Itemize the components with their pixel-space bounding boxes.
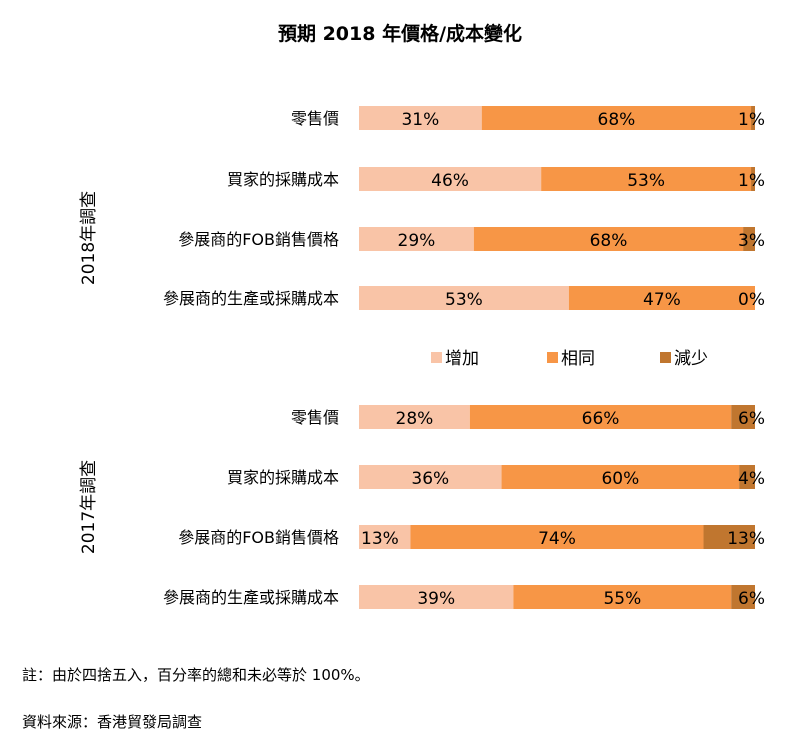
category-label: 參展商的FOB銷售價格 [178, 528, 339, 547]
data-label: 68% [590, 231, 628, 251]
bar-segment [359, 167, 542, 191]
category-label: 參展商的生產或採購成本 [163, 289, 339, 308]
data-label: 6% [738, 589, 765, 609]
data-label: 31% [401, 110, 439, 130]
data-label: 6% [738, 409, 765, 429]
category-label: 買家的採購成本 [227, 170, 339, 189]
bar-segment [513, 585, 732, 609]
bar-segment [359, 465, 502, 489]
data-label: 0% [738, 290, 765, 310]
data-label: 28% [396, 409, 434, 429]
data-label: 53% [627, 171, 665, 191]
bars-layer: 31% 68% 1% 46% 53% 1% 29% 68% 3% 53% 47% 0% 28% 66% 6%… [359, 106, 765, 609]
category-label: 買家的採購成本 [227, 468, 339, 487]
category-label: 零售價 [291, 408, 339, 427]
legend-label: 增加 [445, 349, 479, 369]
data-label: 1% [738, 171, 765, 191]
bar-segment [731, 405, 755, 429]
bar-segment [359, 405, 470, 429]
bar-segment [703, 525, 755, 549]
data-label: 13% [727, 529, 765, 549]
bar-segment [568, 286, 755, 310]
legend-swatch [547, 352, 558, 363]
data-label: 60% [601, 469, 639, 489]
data-label: 39% [417, 589, 455, 609]
bar-segment [751, 106, 755, 130]
bar-segment [359, 585, 514, 609]
source-note: 資料來源：香港貿發局調查 [22, 713, 203, 731]
bar-segment [541, 167, 752, 191]
bar-segment [410, 525, 704, 549]
bar-segment [359, 286, 569, 310]
bar-segment [359, 106, 482, 130]
bar-segment [751, 167, 755, 191]
data-label: 53% [445, 290, 483, 310]
footnote: 註：由於四捨五入，百分率的總和未必等於 100%。 [22, 666, 370, 684]
bar-segment [359, 525, 411, 549]
data-label: 66% [582, 409, 620, 429]
group-label: 2018年調查 [79, 191, 99, 285]
legend-swatch [431, 352, 442, 363]
data-label: 29% [398, 231, 436, 251]
bar-segment [731, 585, 755, 609]
legend-swatch [660, 352, 671, 363]
legend-label: 相同 [561, 349, 595, 369]
category-label: 參展商的生產或採購成本 [163, 588, 339, 607]
data-label: 55% [603, 589, 641, 609]
bar-segment [743, 227, 755, 251]
bar-segment [739, 465, 755, 489]
data-label: 1% [738, 110, 765, 130]
data-label: 46% [431, 171, 469, 191]
bar-segment [473, 227, 744, 251]
data-label: 4% [738, 469, 765, 489]
data-label: 47% [643, 290, 681, 310]
category-labels: 2018年調查零售價買家的採購成本參展商的FOB銷售價格參展商的生產或採購成本2… [79, 109, 339, 607]
bar-segment [501, 465, 740, 489]
bar-segment [469, 405, 732, 429]
bar-segment [359, 227, 474, 251]
data-label: 68% [598, 110, 636, 130]
legend-label: 減少 [674, 349, 708, 369]
data-label: 36% [411, 469, 449, 489]
data-label: 13% [361, 529, 399, 549]
category-label: 零售價 [291, 109, 339, 128]
bar-segment [481, 106, 752, 130]
data-label: 3% [738, 231, 765, 251]
legend: 增加 相同 減少 [431, 349, 708, 369]
chart-title: 預期 2018 年價格/成本變化 [278, 22, 522, 45]
group-label: 2017年調查 [79, 460, 99, 554]
data-label: 74% [538, 529, 576, 549]
category-label: 參展商的FOB銷售價格 [178, 230, 339, 249]
